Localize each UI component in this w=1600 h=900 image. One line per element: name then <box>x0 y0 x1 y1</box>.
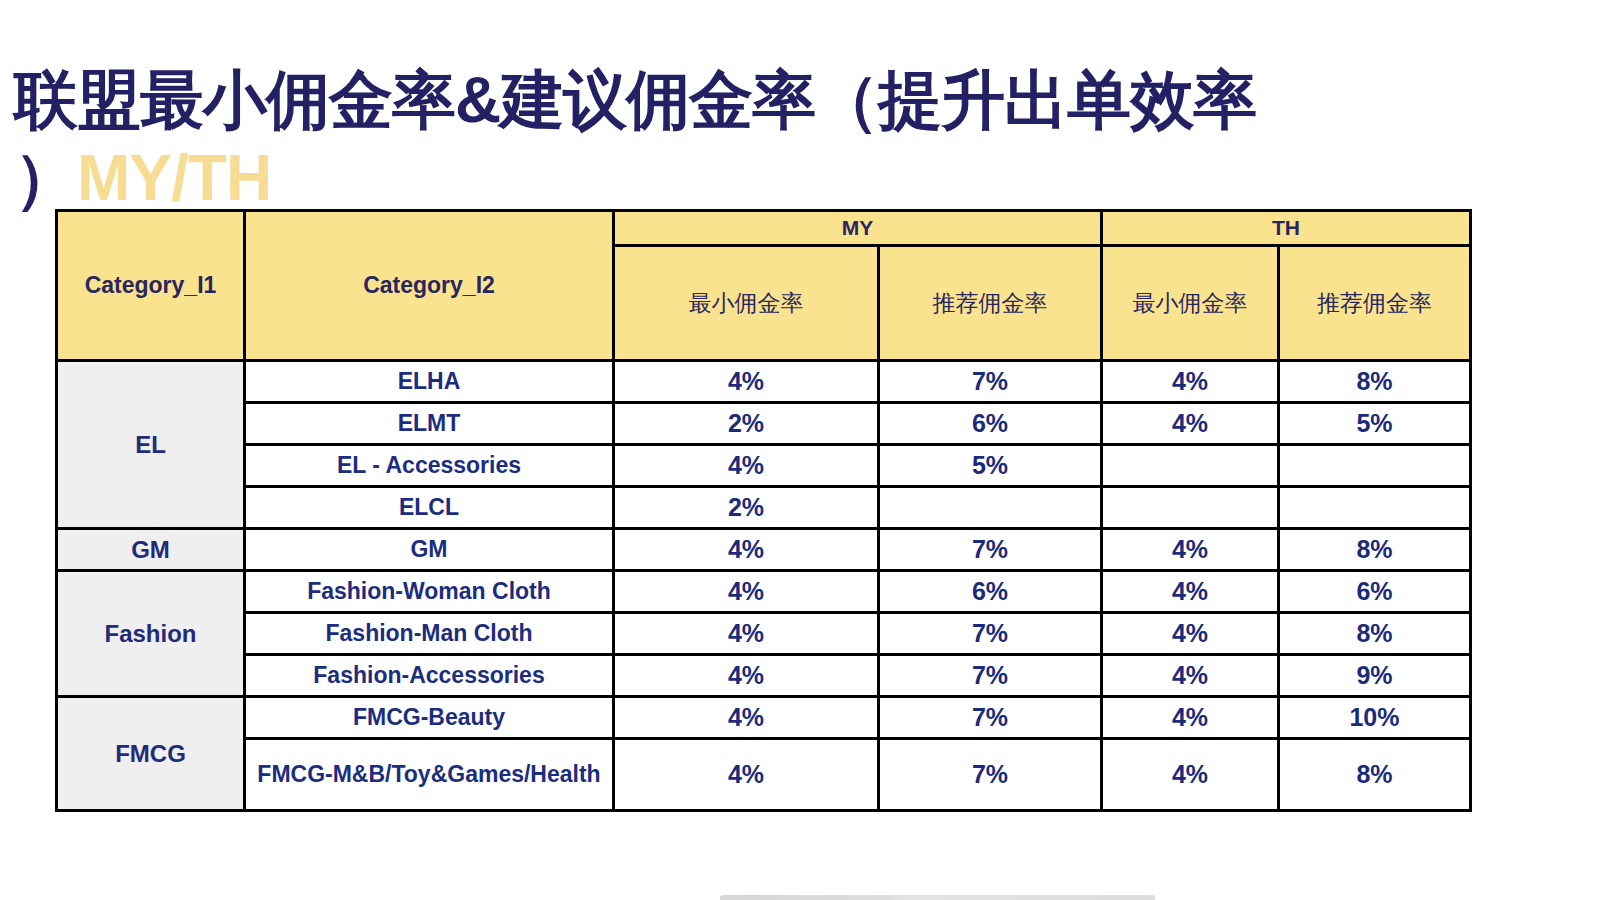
th-min-rate-cell: 4% <box>1102 655 1279 697</box>
my-min-rate-cell: 4% <box>614 655 879 697</box>
my-min-rate-cell: 4% <box>614 571 879 613</box>
category-l1-cell: EL <box>57 361 245 529</box>
th-min-rate-cell: 4% <box>1102 613 1279 655</box>
category-l2-cell: ELHA <box>245 361 614 403</box>
table-row: ELMT2%6%4%5% <box>57 403 1471 445</box>
th-rec-rate-cell <box>1279 487 1471 529</box>
table-row: FashionFashion-Woman Cloth4%6%4%6% <box>57 571 1471 613</box>
th-rec-rate-cell: 6% <box>1279 571 1471 613</box>
table-row: Fashion-Accessories4%7%4%9% <box>57 655 1471 697</box>
category-l2-cell: FMCG-Beauty <box>245 697 614 739</box>
my-rec-rate-cell: 7% <box>879 655 1102 697</box>
category-l1-cell: GM <box>57 529 245 571</box>
my-rec-rate-cell: 6% <box>879 571 1102 613</box>
header-th-min-rate: 最小佣金率 <box>1102 246 1279 361</box>
table-row: ELELHA4%7%4%8% <box>57 361 1471 403</box>
page-title: 联盟最小佣金率&建议佣金率（提升出单效率 ）MY/TH <box>14 61 1574 217</box>
th-min-rate-cell: 4% <box>1102 697 1279 739</box>
th-min-rate-cell: 4% <box>1102 361 1279 403</box>
table-row: Fashion-Man Cloth4%7%4%8% <box>57 613 1471 655</box>
table-row: EL - Accessories4%5% <box>57 445 1471 487</box>
header-category-l1: Category_I1 <box>57 211 245 361</box>
header-row-markets: Category_I1 Category_I2 MY TH <box>57 211 1471 246</box>
my-min-rate-cell: 2% <box>614 403 879 445</box>
category-l2-cell: ELMT <box>245 403 614 445</box>
category-l1-cell: Fashion <box>57 571 245 697</box>
category-l2-cell: Fashion-Woman Cloth <box>245 571 614 613</box>
category-l1-cell: FMCG <box>57 697 245 811</box>
my-min-rate-cell: 4% <box>614 445 879 487</box>
page-title-line1: 联盟最小佣金率&建议佣金率（提升出单效率 <box>14 61 1574 139</box>
category-l2-cell: Fashion-Man Cloth <box>245 613 614 655</box>
category-l2-cell: ELCL <box>245 487 614 529</box>
header-my-min-rate: 最小佣金率 <box>614 246 879 361</box>
header-category-l2: Category_I2 <box>245 211 614 361</box>
table-row: FMCGFMCG-Beauty4%7%4%10% <box>57 697 1471 739</box>
th-rec-rate-cell: 9% <box>1279 655 1471 697</box>
header-my-rec-rate: 推荐佣金率 <box>879 246 1102 361</box>
header-market-th: TH <box>1102 211 1471 246</box>
header-market-my: MY <box>614 211 1102 246</box>
my-rec-rate-cell: 6% <box>879 403 1102 445</box>
category-l2-cell: GM <box>245 529 614 571</box>
my-rec-rate-cell: 7% <box>879 697 1102 739</box>
th-min-rate-cell: 4% <box>1102 739 1279 811</box>
th-rec-rate-cell: 5% <box>1279 403 1471 445</box>
my-min-rate-cell: 4% <box>614 613 879 655</box>
th-min-rate-cell: 4% <box>1102 403 1279 445</box>
slide: 联盟最小佣金率&建议佣金率（提升出单效率 ）MY/TH Category_I1 … <box>0 0 1600 900</box>
my-rec-rate-cell: 7% <box>879 361 1102 403</box>
my-min-rate-cell: 4% <box>614 739 879 811</box>
header-th-rec-rate: 推荐佣金率 <box>1279 246 1471 361</box>
my-rec-rate-cell: 7% <box>879 529 1102 571</box>
th-min-rate-cell: 4% <box>1102 529 1279 571</box>
my-rec-rate-cell: 5% <box>879 445 1102 487</box>
category-l2-cell: Fashion-Accessories <box>245 655 614 697</box>
page-title-market-label: MY/TH <box>77 142 271 214</box>
th-rec-rate-cell: 8% <box>1279 361 1471 403</box>
th-min-rate-cell <box>1102 487 1279 529</box>
th-rec-rate-cell: 8% <box>1279 529 1471 571</box>
table-row: FMCG-M&B/Toy&Games/Health4%7%4%8% <box>57 739 1471 811</box>
my-rec-rate-cell: 7% <box>879 739 1102 811</box>
category-l2-cell: FMCG-M&B/Toy&Games/Health <box>245 739 614 811</box>
horizontal-scrollbar[interactable] <box>720 895 1155 900</box>
th-min-rate-cell <box>1102 445 1279 487</box>
th-rec-rate-cell: 10% <box>1279 697 1471 739</box>
table-row: GMGM4%7%4%8% <box>57 529 1471 571</box>
th-rec-rate-cell <box>1279 445 1471 487</box>
page-title-close-paren: ） <box>14 142 77 214</box>
my-min-rate-cell: 4% <box>614 529 879 571</box>
table-row: ELCL2% <box>57 487 1471 529</box>
page-title-line2: ）MY/TH <box>14 139 1574 217</box>
my-min-rate-cell: 2% <box>614 487 879 529</box>
my-min-rate-cell: 4% <box>614 361 879 403</box>
th-rec-rate-cell: 8% <box>1279 613 1471 655</box>
my-min-rate-cell: 4% <box>614 697 879 739</box>
category-l2-cell: EL - Accessories <box>245 445 614 487</box>
my-rec-rate-cell: 7% <box>879 613 1102 655</box>
commission-rate-table: Category_I1 Category_I2 MY TH 最小佣金率 推荐佣金… <box>55 209 1472 812</box>
th-rec-rate-cell: 8% <box>1279 739 1471 811</box>
th-min-rate-cell: 4% <box>1102 571 1279 613</box>
my-rec-rate-cell <box>879 487 1102 529</box>
